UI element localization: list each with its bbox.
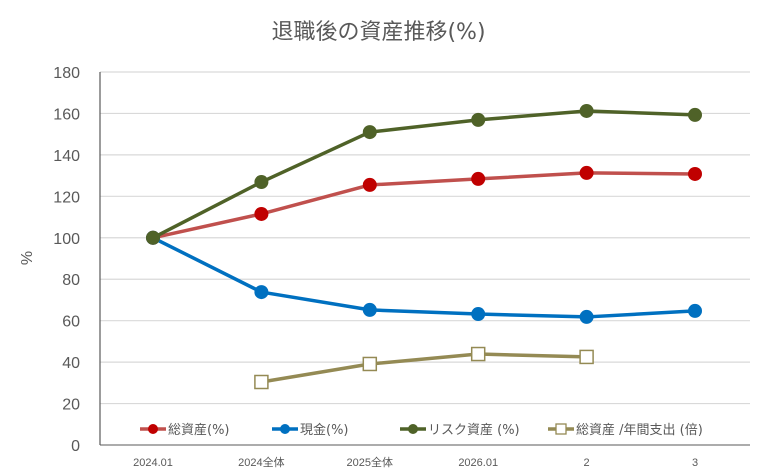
x-tick-label: 3 [692, 457, 698, 469]
series-line-1 [152, 236, 696, 319]
data-point [471, 112, 486, 127]
series-line-0 [152, 171, 696, 240]
y-tick-label: 40 [62, 355, 80, 372]
y-tick-label: 0 [71, 438, 80, 455]
chart-title: 退職後の資産推移(%) [271, 20, 486, 45]
y-tick-label: 20 [62, 397, 80, 414]
data-point [579, 103, 594, 118]
data-point [579, 309, 594, 324]
data-point [470, 346, 486, 362]
data-point [688, 166, 702, 181]
data-point [471, 307, 486, 322]
legend-marker [280, 424, 290, 434]
y-tick-label: 60 [62, 314, 80, 331]
data-point [254, 206, 269, 221]
series-line-2 [152, 109, 696, 240]
data-point [579, 349, 594, 365]
y-tick-label: 180 [53, 65, 80, 82]
legend-label: リスク資産 (%) [428, 422, 520, 438]
y-tick-label: 80 [62, 272, 80, 289]
x-tick-label: 2 [584, 457, 590, 469]
data-point [254, 374, 269, 390]
data-point [688, 107, 702, 122]
data-point [471, 171, 486, 186]
series-line-3 [261, 352, 587, 384]
legend-label: 現金(%) [300, 422, 349, 438]
y-tick-label: 120 [53, 189, 80, 206]
x-tick-label: 2025全体 [347, 455, 393, 469]
data-point [688, 303, 702, 318]
data-point [146, 230, 160, 245]
data-point [362, 356, 378, 372]
data-point [579, 165, 594, 180]
legend-marker [148, 424, 158, 434]
x-tick-label: 2024全体 [238, 455, 284, 469]
y-tick-label: 140 [53, 148, 80, 165]
data-point [254, 285, 269, 300]
legend-marker [555, 423, 567, 435]
data-point [362, 302, 377, 317]
data-point [362, 125, 377, 140]
y-axis-label: % [19, 251, 36, 265]
data-point [362, 177, 377, 192]
x-tick-label: 2026.01 [458, 457, 498, 469]
legend-label: 総資産(%) [168, 422, 230, 438]
legend-label: 総資産 /年間支出 (倍) [576, 422, 703, 438]
data-point [254, 175, 269, 190]
y-tick-label: 100 [53, 231, 80, 248]
legend-marker [408, 424, 418, 434]
y-tick-label: 160 [53, 106, 80, 123]
x-tick-label: 2024.01 [133, 457, 173, 469]
